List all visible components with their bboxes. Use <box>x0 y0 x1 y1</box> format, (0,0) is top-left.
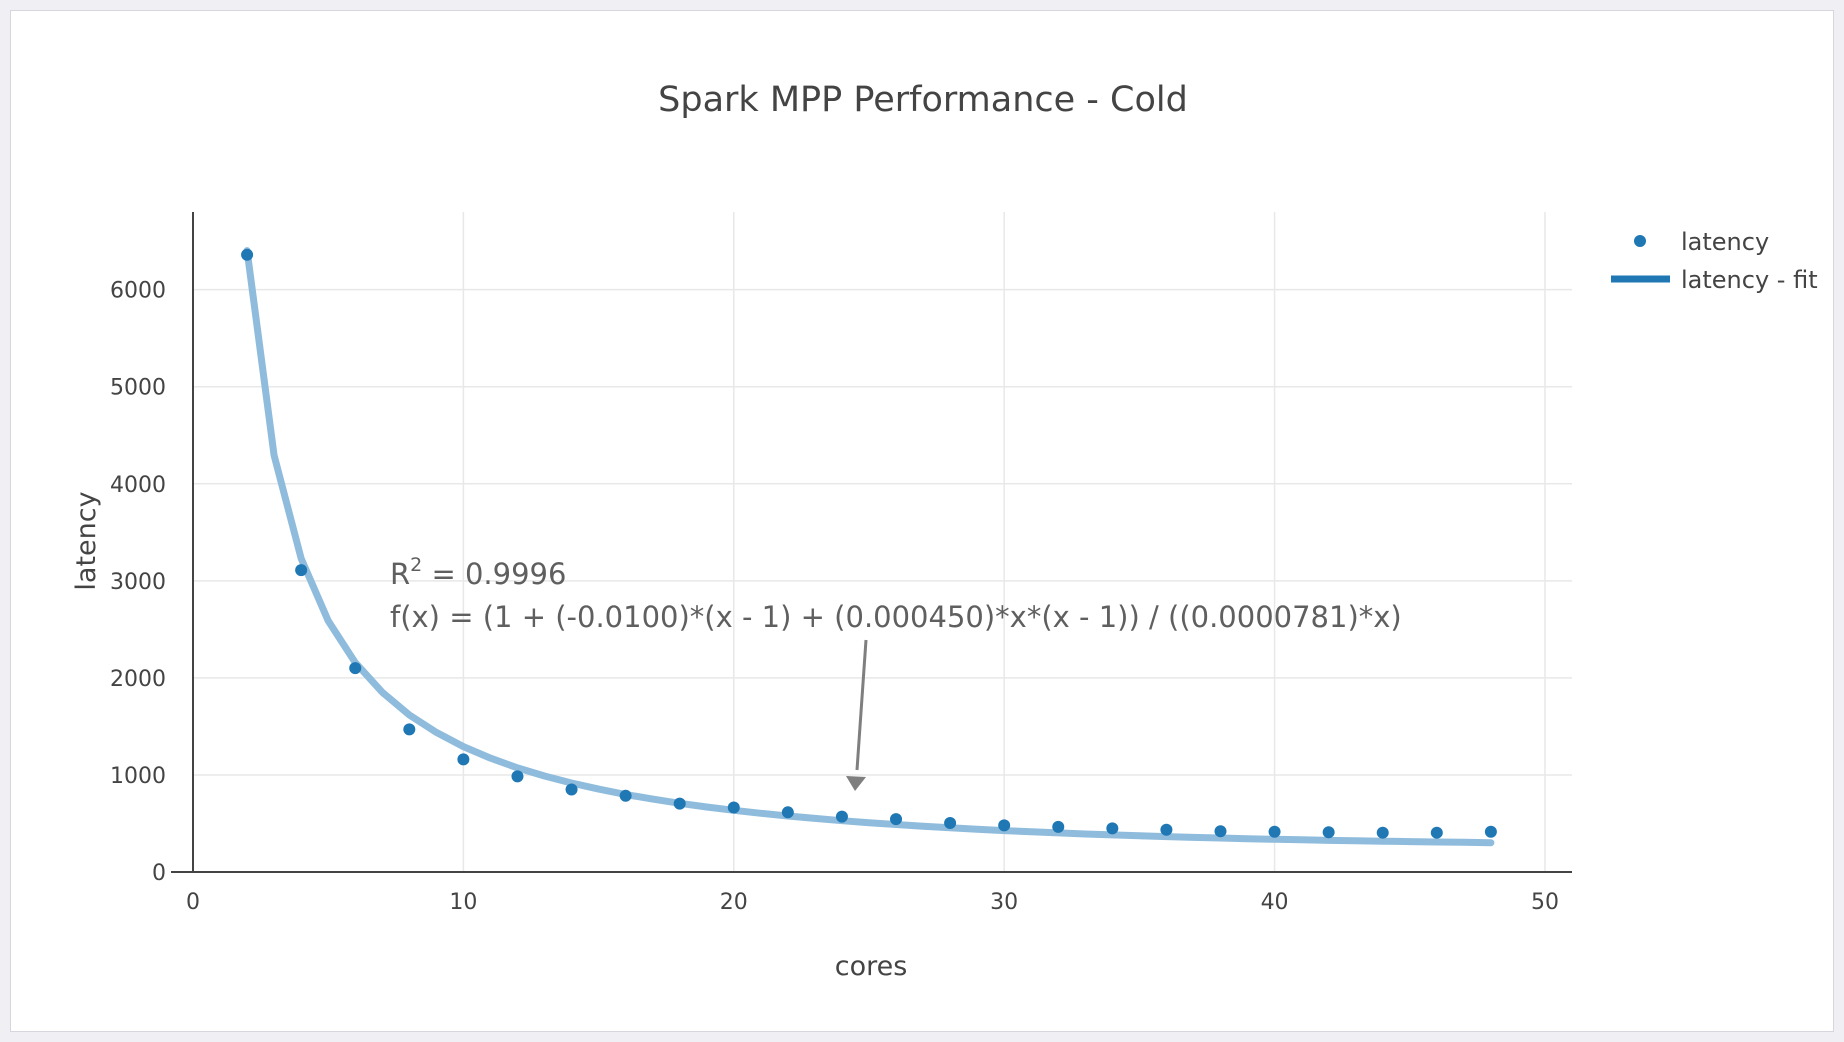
data-point <box>673 797 686 810</box>
data-point <box>403 723 416 736</box>
data-point <box>349 662 362 675</box>
annotation-r2-value: = 0.9996 <box>422 557 566 591</box>
data-point <box>1268 825 1281 838</box>
x-tick-label: 10 <box>449 890 477 915</box>
data-point <box>1430 826 1443 839</box>
fit-line <box>243 247 1495 847</box>
chart-frame <box>10 10 1834 1032</box>
legend-label-latency: latency <box>1681 228 1769 256</box>
x-tick-label: 20 <box>720 890 748 915</box>
axis-layer: 0 10 20 30 40 50 0 1000 2000 3000 4000 5000 6000 <box>110 212 1572 915</box>
annotation-arrow-head <box>846 776 866 791</box>
data-point <box>1322 826 1335 839</box>
data-point <box>241 248 254 261</box>
legend: latency latency - fit <box>1611 228 1818 294</box>
x-tick-label: 30 <box>990 890 1018 915</box>
data-point <box>781 806 794 819</box>
y-tick-label: 6000 <box>110 279 166 304</box>
data-point <box>890 813 903 826</box>
legend-label-latency-fit: latency - fit <box>1681 266 1818 294</box>
data-point <box>944 816 957 829</box>
data-point <box>998 819 1011 832</box>
annotation-r2-prefix: R <box>390 557 410 591</box>
data-point <box>619 789 632 802</box>
data-point <box>835 810 848 823</box>
y-tick-label: 2000 <box>110 667 166 692</box>
annotation-arrow-line <box>855 639 868 771</box>
x-tick-label: 50 <box>1531 890 1559 915</box>
data-point <box>1106 822 1119 835</box>
grid-layer <box>193 212 1572 872</box>
y-tick-label: 5000 <box>110 376 166 401</box>
y-tick-label: 3000 <box>110 570 166 595</box>
chart-title: Spark MPP Performance - Cold <box>658 80 1188 120</box>
data-point <box>295 564 308 577</box>
y-tick-label: 4000 <box>110 473 166 498</box>
data-point <box>565 783 578 796</box>
data-point <box>511 770 524 783</box>
legend-marker-latency <box>1634 235 1646 247</box>
annotation-formula: f(x) = (1 + (-0.0100)*(x - 1) + (0.00045… <box>390 600 1402 634</box>
annotation-r2: R2 = 0.9996 <box>390 554 566 591</box>
annotation: R2 = 0.9996 f(x) = (1 + (-0.0100)*(x - 1… <box>390 554 1402 791</box>
data-point <box>1484 825 1497 838</box>
x-tick-label: 0 <box>186 890 200 915</box>
annotation-r2-superscript: 2 <box>410 554 422 576</box>
x-tick-label: 40 <box>1261 890 1289 915</box>
y-tick-label: 0 <box>152 861 166 886</box>
data-point <box>1376 826 1389 839</box>
data-point <box>1214 825 1227 838</box>
data-point <box>1052 820 1065 833</box>
x-axis-title: cores <box>835 951 908 982</box>
y-tick-label: 1000 <box>110 764 166 789</box>
y-axis-title: latency <box>71 491 102 590</box>
data-point <box>727 801 740 814</box>
data-point <box>1160 823 1173 836</box>
series-layer <box>241 247 1497 847</box>
data-point <box>457 753 470 766</box>
